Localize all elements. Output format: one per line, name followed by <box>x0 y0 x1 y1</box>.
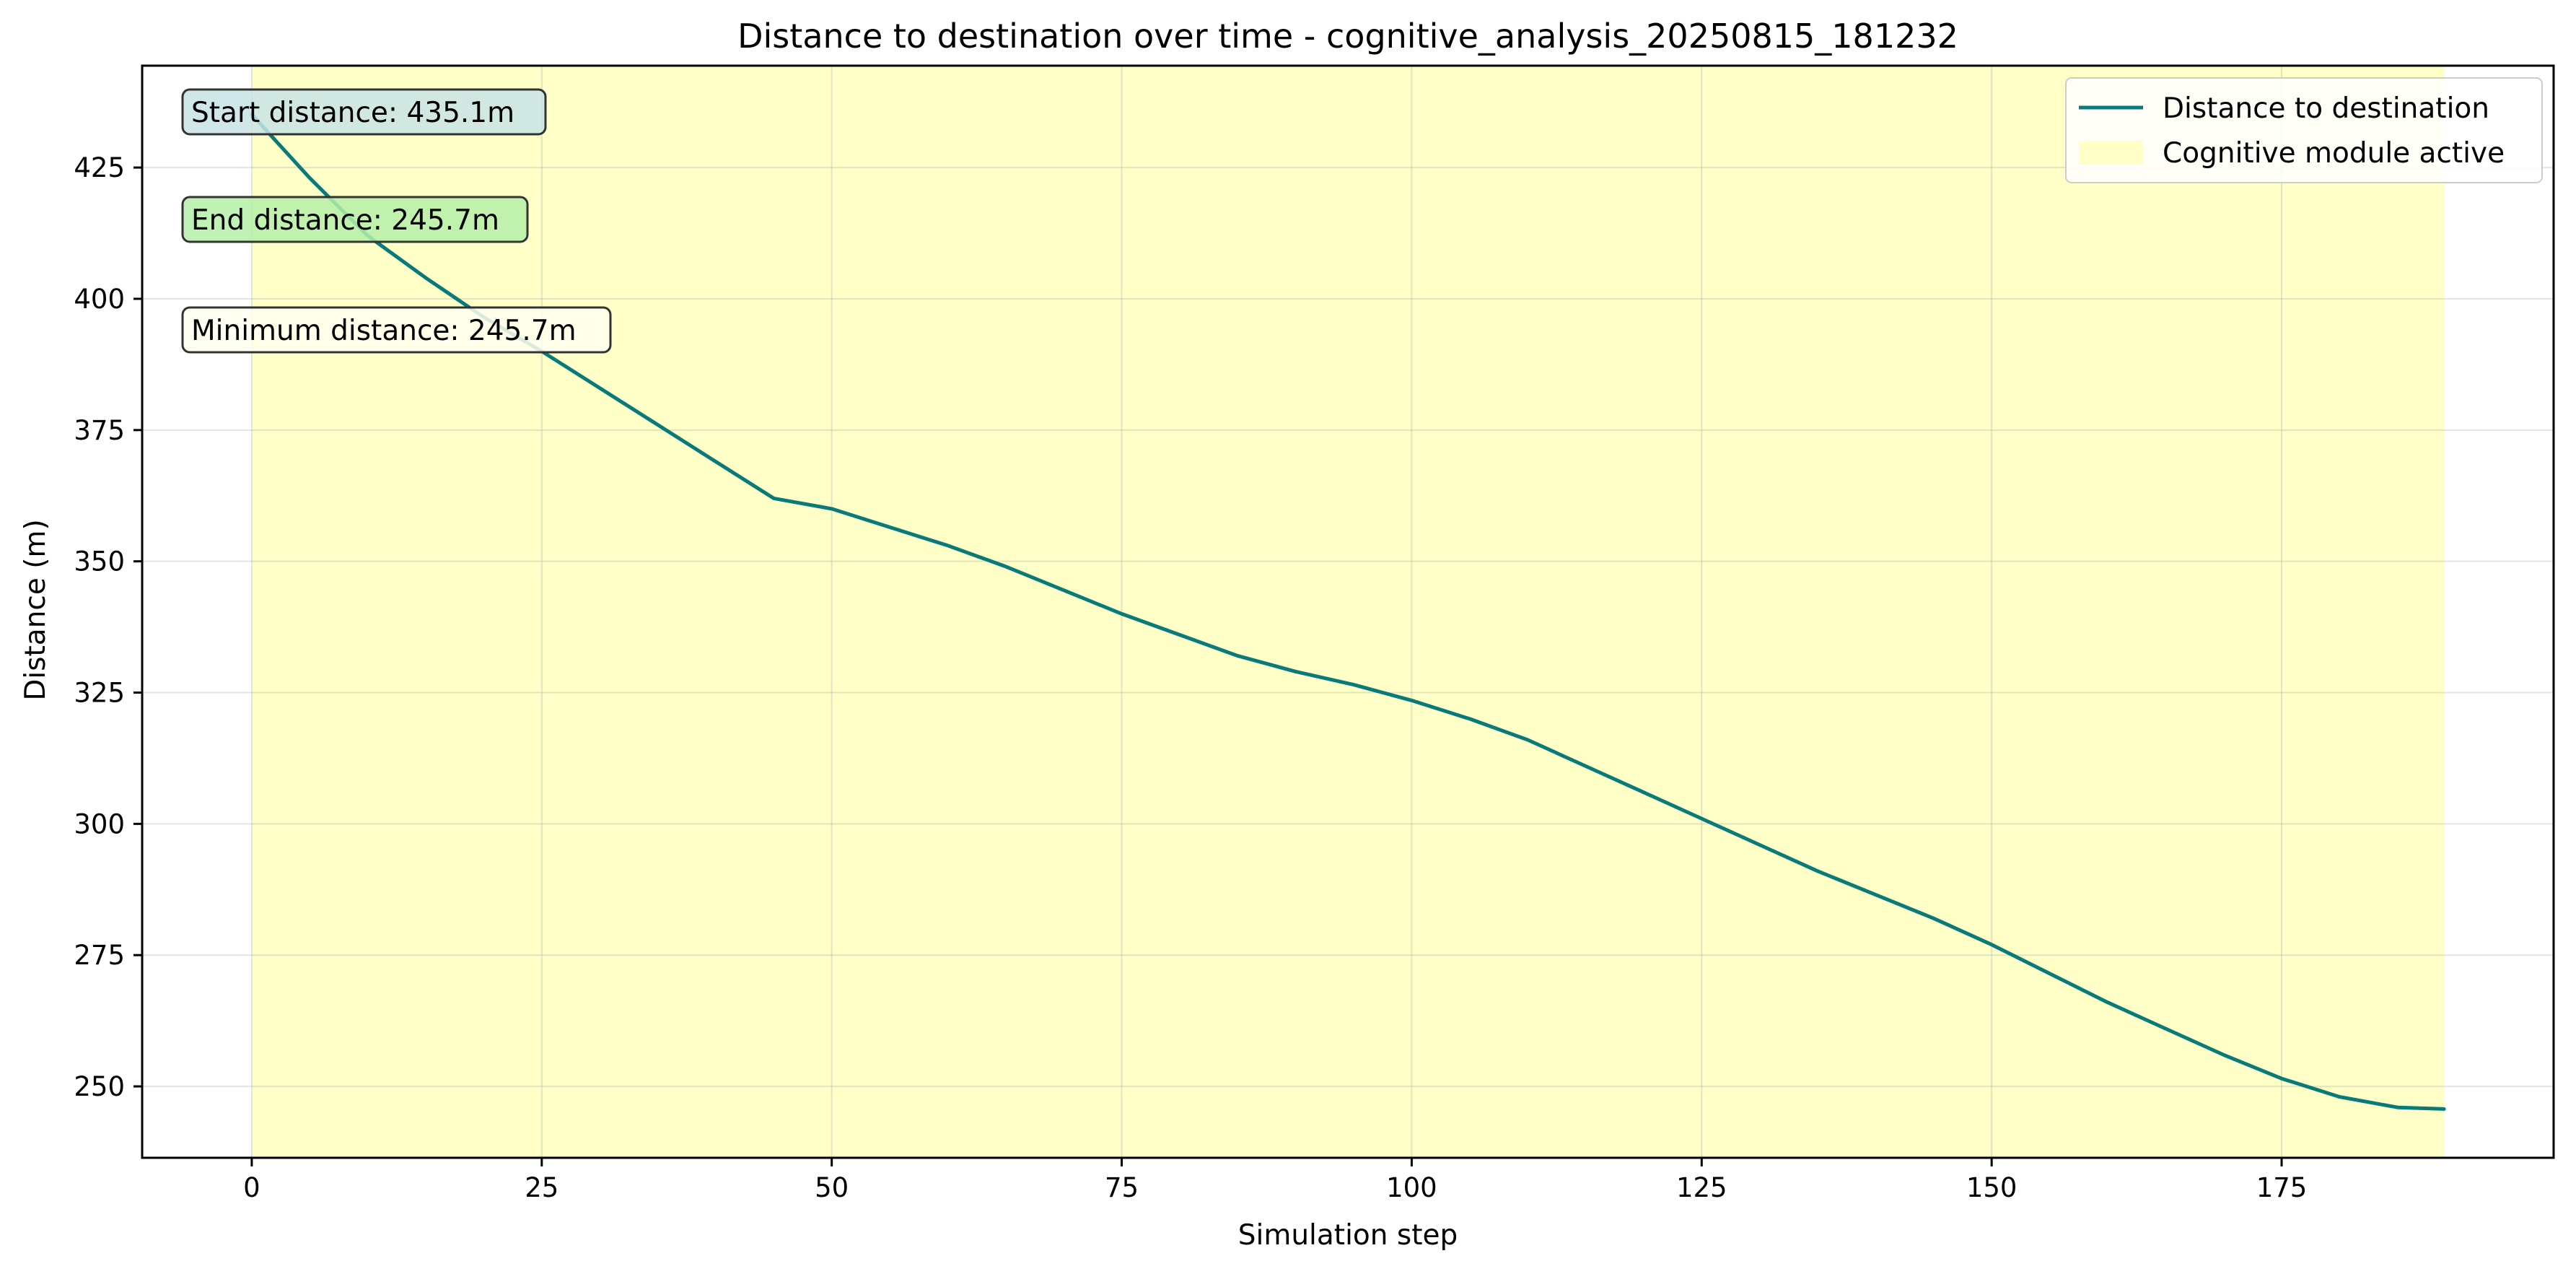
x-axis-label: Simulation step <box>1238 1219 1458 1252</box>
y-tick-label: 375 <box>74 415 125 446</box>
y-tick-label: 250 <box>74 1071 125 1102</box>
y-tick-label: 300 <box>74 808 125 839</box>
annotation-text: Minimum distance: 245.7m <box>191 315 577 347</box>
x-tick-label: 100 <box>1386 1172 1437 1203</box>
x-tick-label: 150 <box>1966 1172 2018 1203</box>
y-tick-label: 425 <box>74 152 125 183</box>
plot-area: Start distance: 435.1m End distance: 245.… <box>74 64 2555 1203</box>
x-tick-label: 0 <box>243 1172 260 1203</box>
axes-frame <box>141 64 2555 1159</box>
distance-line <box>250 113 2446 1111</box>
annotation-box <box>181 196 529 243</box>
y-axis-label: Distance (m) <box>19 519 52 700</box>
legend-label-distance: Distance to destination <box>2163 92 2489 125</box>
cognitive-active-region <box>251 66 2445 1158</box>
y-tick-label: 325 <box>74 678 125 709</box>
x-tick-label: 25 <box>525 1172 558 1203</box>
chart-title: Distance to destination over time - cogn… <box>737 17 1958 56</box>
x-tick-label: 75 <box>1105 1172 1139 1203</box>
annotation-text: End distance: 245.7m <box>191 204 499 237</box>
y-tick-label: 275 <box>74 940 125 971</box>
x-tick-label: 50 <box>815 1172 849 1203</box>
x-tick-label: 175 <box>2256 1172 2308 1203</box>
legend-frame <box>2065 77 2543 183</box>
y-tick-label: 400 <box>74 284 125 315</box>
legend-label-cognitive: Cognitive module active <box>2163 137 2505 170</box>
annotation-text: Start distance: 435.1m <box>191 97 514 129</box>
y-tick-label: 350 <box>74 546 125 577</box>
legend: Distance to destination Cognitive module… <box>2065 77 2543 183</box>
annotation-box <box>181 306 612 354</box>
x-tick-label: 125 <box>1676 1172 1727 1203</box>
legend-swatch-cognitive <box>2079 141 2143 165</box>
annotation-box <box>181 88 547 136</box>
